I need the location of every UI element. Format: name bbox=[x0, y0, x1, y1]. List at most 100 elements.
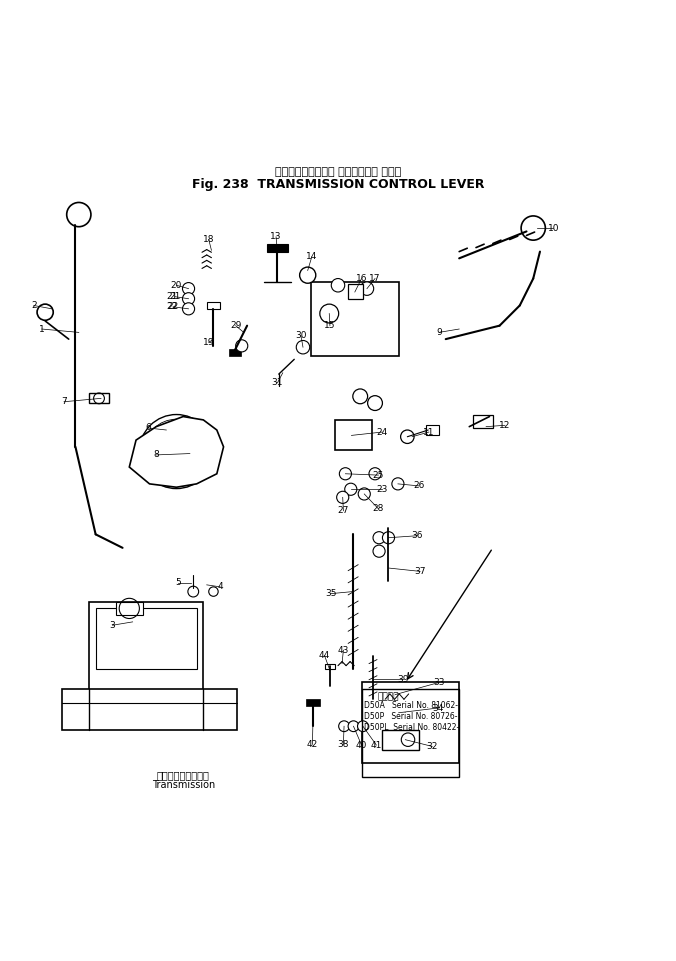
Text: 43: 43 bbox=[338, 646, 349, 654]
Bar bbox=[89, 393, 109, 403]
Bar bbox=[62, 689, 237, 729]
Text: 41: 41 bbox=[370, 741, 382, 750]
Text: 24: 24 bbox=[377, 428, 388, 436]
Circle shape bbox=[183, 293, 195, 305]
Text: D50PL  Serial No. 80422-: D50PL Serial No. 80422- bbox=[364, 723, 459, 732]
Circle shape bbox=[331, 279, 345, 292]
Bar bbox=[95, 608, 197, 669]
Text: 3: 3 bbox=[110, 621, 116, 629]
Bar bbox=[348, 283, 363, 299]
Bar bbox=[207, 302, 220, 308]
Text: 31: 31 bbox=[272, 379, 283, 387]
Text: 37: 37 bbox=[414, 567, 426, 576]
Text: 14: 14 bbox=[306, 253, 318, 261]
Circle shape bbox=[183, 303, 195, 315]
Circle shape bbox=[368, 396, 383, 410]
Bar bbox=[306, 700, 320, 706]
Text: 22: 22 bbox=[167, 303, 178, 311]
Bar bbox=[116, 602, 143, 615]
Bar bbox=[362, 689, 459, 776]
Circle shape bbox=[521, 216, 546, 240]
Text: トランスミッション: トランスミッション bbox=[157, 770, 210, 780]
Text: 1: 1 bbox=[39, 325, 45, 333]
Text: 12: 12 bbox=[500, 421, 510, 430]
Circle shape bbox=[299, 267, 316, 283]
Bar bbox=[324, 664, 335, 669]
Text: 15: 15 bbox=[324, 321, 336, 331]
Circle shape bbox=[401, 430, 414, 443]
Circle shape bbox=[358, 721, 368, 731]
Text: 34: 34 bbox=[432, 703, 443, 712]
Text: 19: 19 bbox=[203, 338, 214, 347]
Text: 32: 32 bbox=[427, 742, 438, 751]
Circle shape bbox=[369, 468, 381, 480]
Text: トランスミッション コントロール レバー: トランスミッション コントロール レバー bbox=[275, 167, 401, 178]
Text: 20: 20 bbox=[171, 281, 182, 290]
Circle shape bbox=[402, 733, 415, 747]
Circle shape bbox=[360, 282, 374, 295]
Bar bbox=[335, 420, 372, 450]
Text: 39: 39 bbox=[397, 675, 409, 683]
Circle shape bbox=[320, 304, 339, 323]
Bar bbox=[382, 729, 419, 750]
Text: 8: 8 bbox=[153, 451, 159, 459]
Text: 21: 21 bbox=[170, 292, 180, 301]
Text: 10: 10 bbox=[548, 224, 559, 233]
Bar bbox=[267, 243, 287, 252]
Circle shape bbox=[392, 478, 404, 490]
Text: 29: 29 bbox=[230, 321, 241, 331]
Text: 30: 30 bbox=[295, 332, 307, 340]
Text: 18: 18 bbox=[203, 235, 214, 244]
Text: 5: 5 bbox=[175, 579, 180, 587]
Text: 26: 26 bbox=[413, 481, 425, 490]
Bar bbox=[89, 602, 203, 696]
Circle shape bbox=[67, 203, 91, 227]
Text: 適用号機: 適用号機 bbox=[377, 693, 399, 702]
Text: D50A   Serial No. 81062-: D50A Serial No. 81062- bbox=[364, 702, 458, 710]
Text: 40: 40 bbox=[356, 741, 367, 750]
Text: 38: 38 bbox=[337, 740, 349, 749]
Circle shape bbox=[183, 283, 195, 295]
Text: 28: 28 bbox=[372, 505, 384, 513]
Text: 44: 44 bbox=[319, 651, 330, 660]
Circle shape bbox=[339, 721, 349, 731]
Text: Fig. 238  TRANSMISSION CONTROL LEVER: Fig. 238 TRANSMISSION CONTROL LEVER bbox=[192, 178, 484, 190]
Circle shape bbox=[348, 721, 359, 731]
Text: 27: 27 bbox=[338, 506, 349, 515]
Text: 13: 13 bbox=[270, 233, 282, 241]
Circle shape bbox=[353, 389, 368, 404]
Bar bbox=[362, 682, 459, 763]
Bar bbox=[229, 349, 241, 356]
Text: 17: 17 bbox=[369, 274, 381, 283]
Circle shape bbox=[373, 545, 385, 557]
Text: 35: 35 bbox=[326, 589, 337, 598]
Circle shape bbox=[236, 340, 248, 352]
Circle shape bbox=[345, 483, 357, 495]
Circle shape bbox=[383, 531, 395, 544]
Polygon shape bbox=[129, 416, 224, 487]
Circle shape bbox=[296, 340, 310, 354]
Text: Transmission: Transmission bbox=[151, 780, 215, 790]
Text: 22: 22 bbox=[168, 303, 178, 311]
Text: 16: 16 bbox=[356, 274, 367, 283]
Text: 2: 2 bbox=[31, 301, 37, 310]
Circle shape bbox=[37, 304, 53, 320]
Bar bbox=[473, 414, 493, 428]
Text: 4: 4 bbox=[218, 582, 223, 591]
Bar bbox=[425, 426, 439, 434]
Text: 7: 7 bbox=[61, 397, 67, 407]
Text: 36: 36 bbox=[412, 531, 423, 540]
Circle shape bbox=[373, 531, 385, 544]
Bar bbox=[311, 282, 399, 356]
Circle shape bbox=[339, 468, 352, 480]
Text: D50P   Serial No. 80726-: D50P Serial No. 80726- bbox=[364, 712, 457, 721]
Text: 23: 23 bbox=[376, 484, 387, 494]
Text: 21: 21 bbox=[167, 292, 178, 301]
Text: 6: 6 bbox=[145, 424, 151, 432]
Text: 11: 11 bbox=[423, 428, 435, 436]
Text: 25: 25 bbox=[372, 471, 384, 480]
Circle shape bbox=[358, 488, 370, 500]
Text: 33: 33 bbox=[433, 678, 445, 687]
Text: 9: 9 bbox=[436, 328, 442, 337]
Circle shape bbox=[337, 491, 349, 504]
